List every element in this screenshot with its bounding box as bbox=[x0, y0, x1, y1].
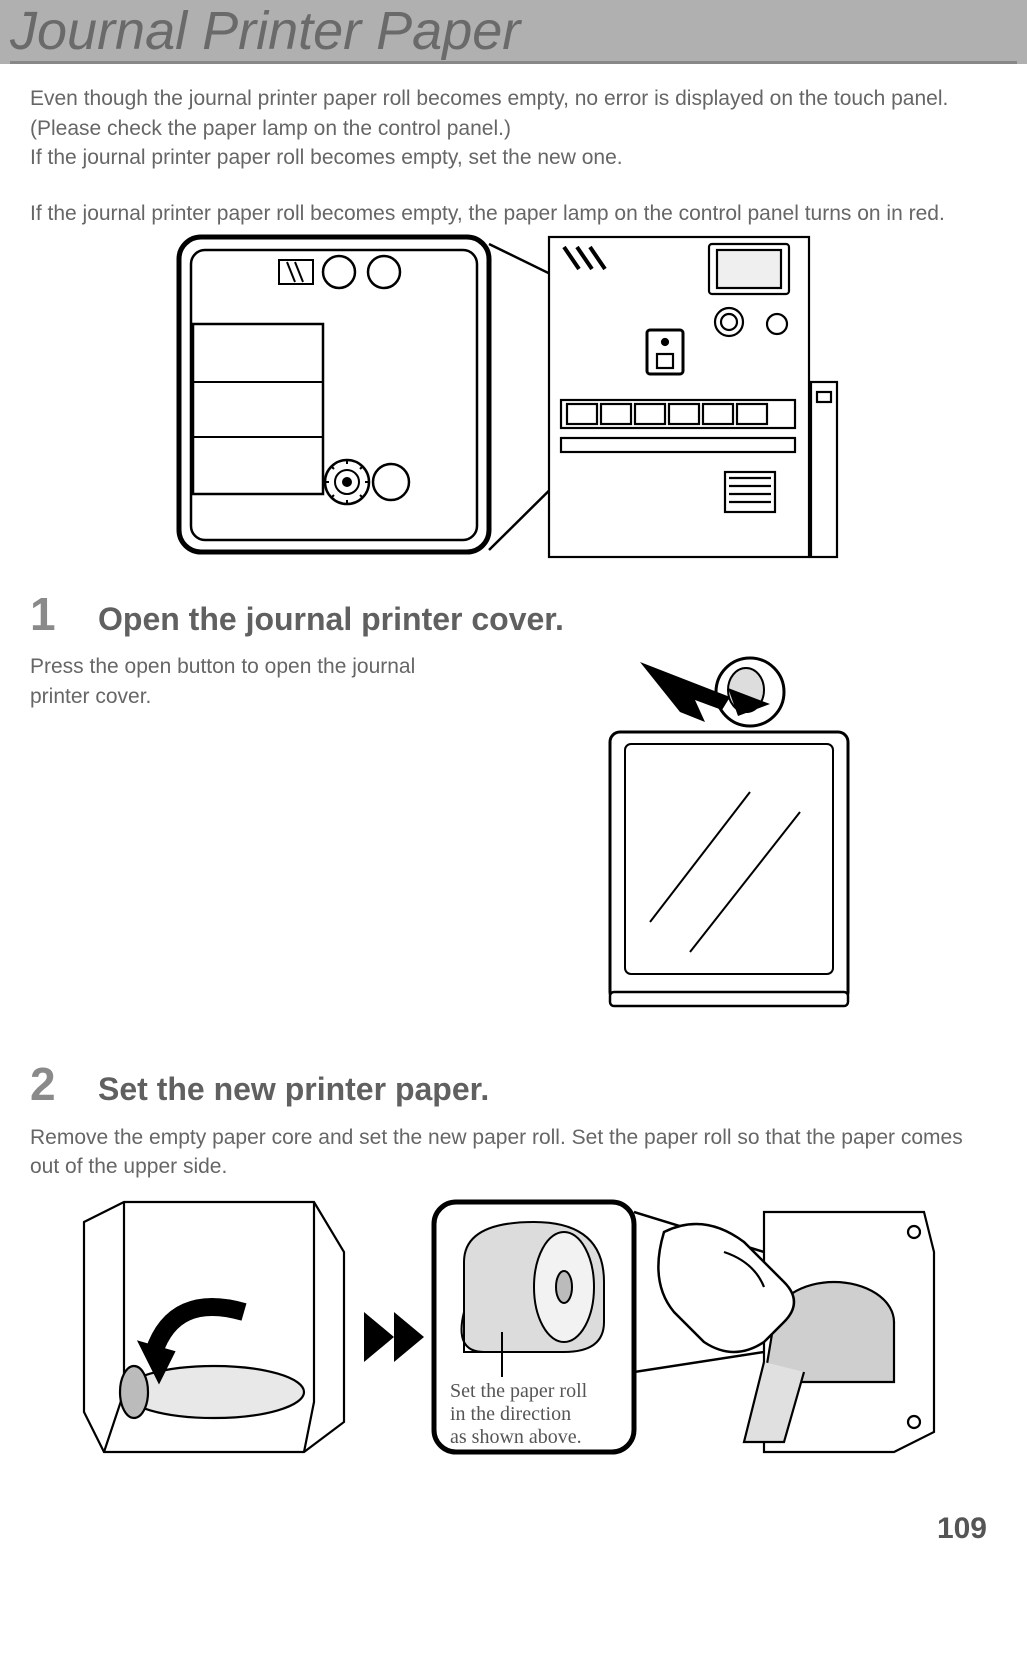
figure-step2: Set the paper roll in the direction as s… bbox=[30, 1192, 977, 1472]
step2-heading: 2 Set the new printer paper. bbox=[30, 1052, 977, 1116]
step2-body: Remove the empty paper core and set the … bbox=[30, 1123, 977, 1182]
step1-title: Open the journal printer cover. bbox=[98, 597, 564, 642]
callout-line2: in the direction bbox=[450, 1403, 571, 1425]
page-title: Journal Printer Paper bbox=[10, 2, 1017, 64]
step2-title: Set the new printer paper. bbox=[98, 1067, 489, 1112]
figure-control-panel bbox=[30, 232, 977, 562]
step1-body: Press the open button to open the journa… bbox=[30, 652, 470, 711]
callout-line1: Set the paper roll bbox=[450, 1380, 588, 1402]
callout-line3: as shown above. bbox=[450, 1426, 582, 1448]
step2-number: 2 bbox=[30, 1052, 70, 1116]
page-content: Even though the journal printer paper ro… bbox=[0, 72, 1027, 1471]
intro-block: Even though the journal printer paper ro… bbox=[30, 84, 977, 172]
title-bar: Journal Printer Paper bbox=[0, 0, 1027, 72]
figure-step1 bbox=[490, 652, 860, 1012]
step1-heading: 1 Open the journal printer cover. bbox=[30, 582, 977, 646]
intro-p1: Even though the journal printer paper ro… bbox=[30, 84, 977, 113]
intro-p3: If the journal printer paper roll become… bbox=[30, 143, 977, 172]
note-text: If the journal printer paper roll become… bbox=[30, 199, 977, 228]
step1-number: 1 bbox=[30, 582, 70, 646]
intro-p2: (Please check the paper lamp on the cont… bbox=[30, 114, 977, 143]
page-number: 109 bbox=[0, 1492, 1027, 1566]
